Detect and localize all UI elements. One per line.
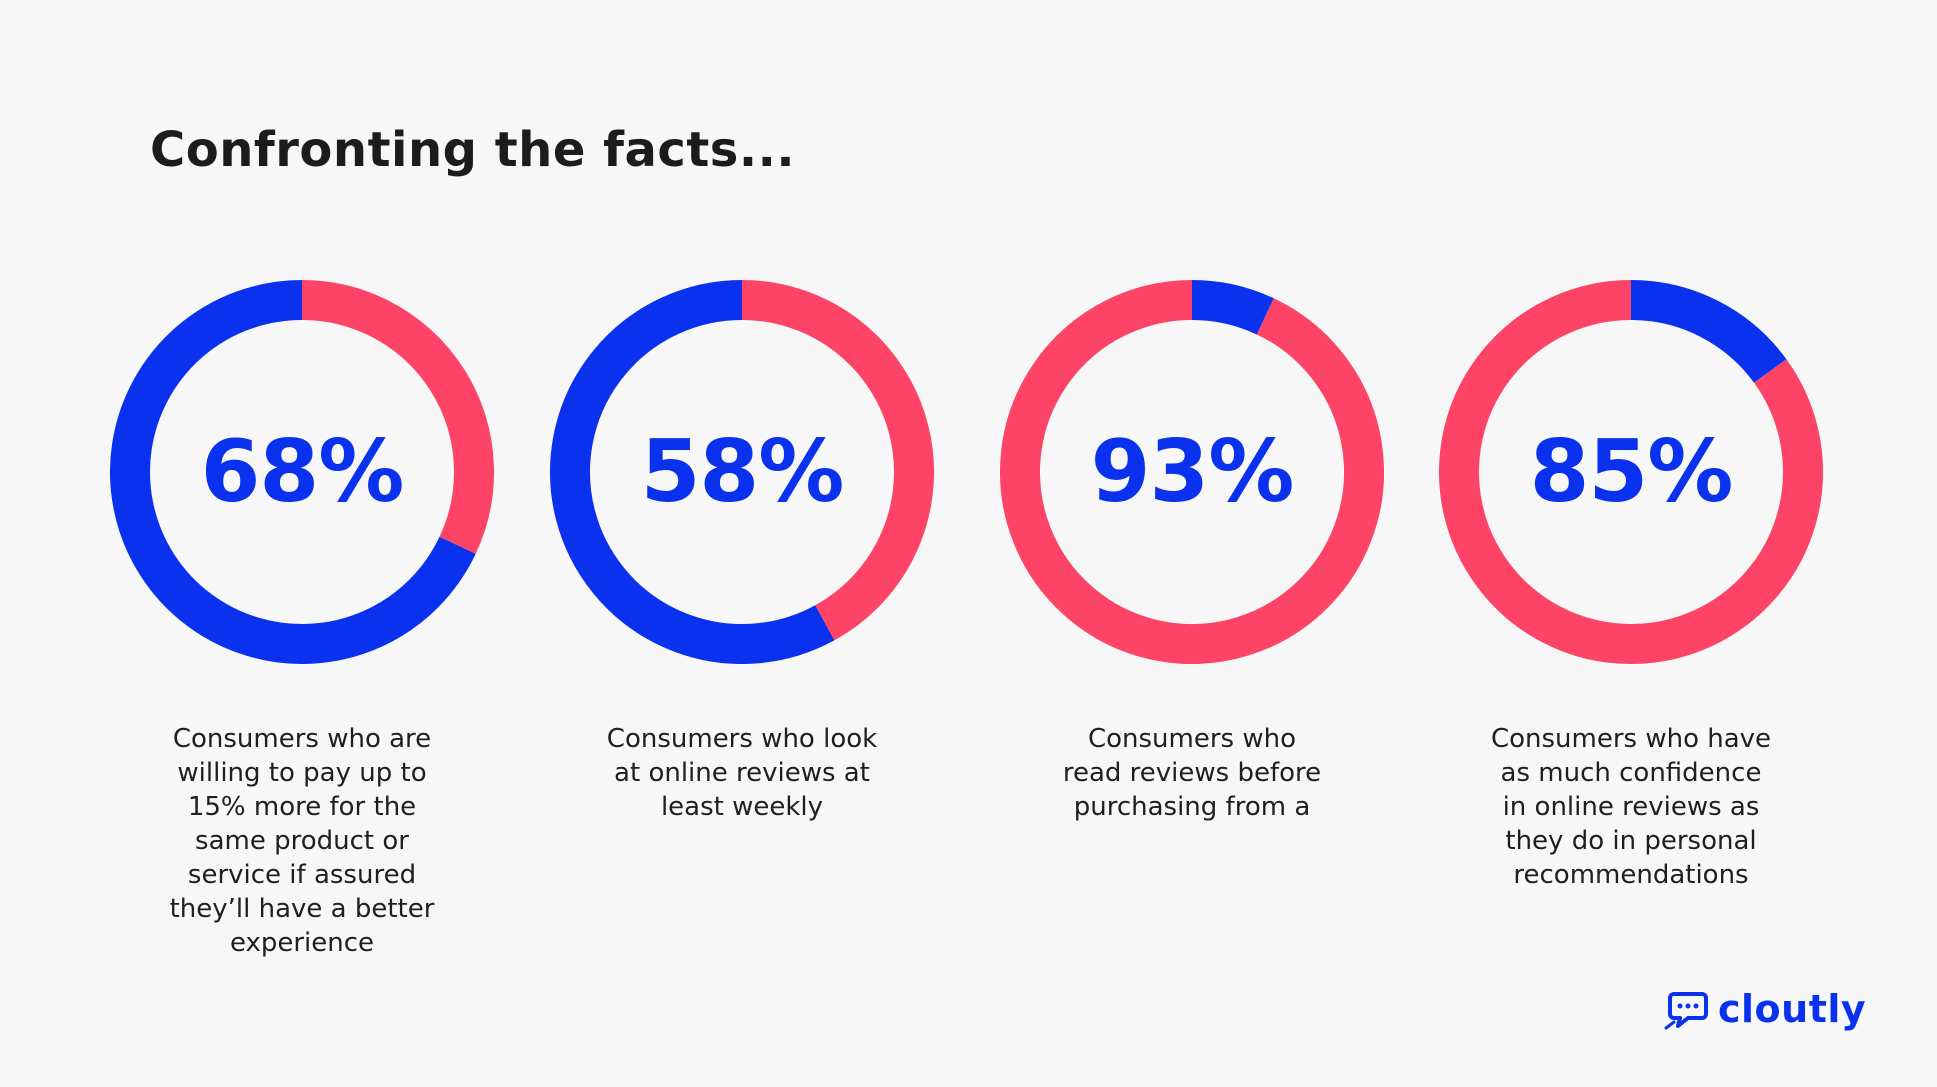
caption-line: read reviews before [1062, 758, 1322, 788]
caption-line: purchasing from a [1073, 792, 1311, 822]
donut-segment [301, 280, 494, 554]
caption-line: as much confidence [1500, 758, 1762, 788]
donut-percent-label: 85% [1529, 422, 1734, 522]
caption-line: they do in personal [1505, 826, 1757, 856]
donut-segment [1191, 280, 1274, 335]
donut-chart: 93% [1000, 280, 1384, 664]
stat-caption: Consumers who are willing to pay up to 1… [152, 722, 452, 960]
caption-line: recommendations [1513, 860, 1749, 890]
donut-percent-label: 93% [1090, 422, 1295, 522]
donut-segment [1630, 280, 1787, 384]
donut-segment [550, 280, 835, 664]
donut-svg [1000, 280, 1384, 664]
donut-segment [1439, 280, 1823, 664]
caption-line: they’ll have a better [169, 894, 435, 924]
stat-caption: Consumers who have as much confidence in… [1481, 722, 1781, 892]
donut-segment [1000, 280, 1384, 664]
donut-segment [741, 280, 934, 641]
donut-svg [550, 280, 934, 664]
caption-line: least weekly [660, 792, 824, 822]
stat-caption: Consumers who read reviews before purcha… [1042, 722, 1342, 824]
caption-line: Consumers who look [606, 724, 878, 754]
donut-svg [1439, 280, 1823, 664]
donut-segment [110, 280, 476, 664]
caption-line: experience [229, 928, 375, 958]
caption-line: at online reviews at [614, 758, 870, 788]
caption-line: Consumers who have [1490, 724, 1772, 754]
caption-line: 15% more for the [187, 792, 417, 822]
donut-svg [110, 280, 494, 664]
caption-line: service if assured [187, 860, 417, 890]
cloutly-logo: cloutly [1664, 986, 1866, 1032]
caption-line: in online reviews as [1502, 792, 1760, 822]
speech-bubble-rocket-icon [1664, 992, 1708, 1030]
stat-caption: Consumers who look at online reviews at … [592, 722, 892, 824]
donut-percent-label: 58% [640, 422, 845, 522]
donut-percent-label: 68% [200, 422, 405, 522]
donut-chart: 58% [550, 280, 934, 664]
caption-line: Consumers who [1087, 724, 1297, 754]
page-title: Confronting the facts... [150, 122, 796, 178]
donut-chart: 85% [1439, 280, 1823, 664]
donut-chart: 68% [110, 280, 494, 664]
caption-line: same product or [195, 826, 409, 856]
caption-line: Consumers who are [172, 724, 432, 754]
caption-line: willing to pay up to [177, 758, 427, 788]
logo-wordmark: cloutly [1718, 987, 1867, 1031]
